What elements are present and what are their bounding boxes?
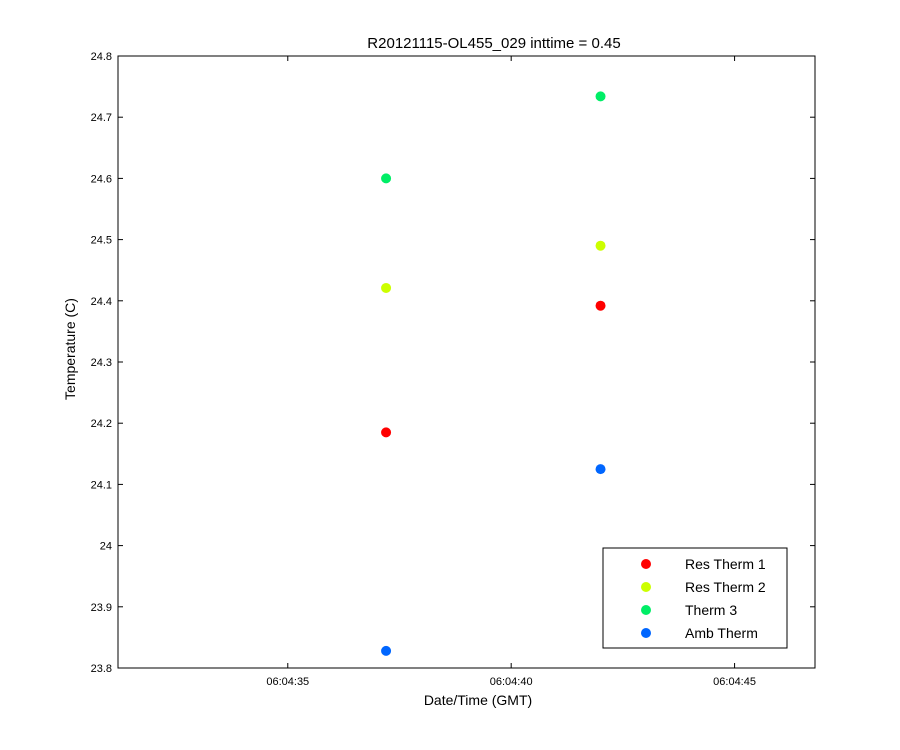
legend-entry-label: Therm 3	[685, 602, 737, 618]
legend-entry-label: Amb Therm	[685, 625, 758, 641]
y-tick-label: 24.4	[91, 296, 112, 308]
y-axis: 23.8 23.9 24 24.1 24.2 24.3 24.4 24.5 24.6 24.7 24…	[91, 51, 815, 675]
data-point	[381, 282, 392, 293]
legend-marker	[641, 605, 651, 615]
x-tick-label: 06:04:35	[266, 676, 309, 688]
legend-entry-label: Res Therm 1	[685, 556, 766, 572]
y-tick-label: 24.8	[91, 51, 112, 63]
x-axis-label: Date/Time (GMT)	[424, 692, 532, 708]
legend-marker	[641, 582, 651, 592]
data-point	[595, 300, 606, 311]
legend-box	[602, 547, 788, 649]
y-tick-label: 24.5	[91, 235, 112, 247]
y-tick-label: 24.7	[91, 112, 112, 124]
data-points	[381, 91, 606, 656]
x-axis: 06:04:35 06:04:40 06:04:45	[266, 56, 756, 688]
legend-marker	[641, 628, 651, 638]
x-tick-label: 06:04:45	[713, 676, 756, 688]
y-tick-label: 24	[100, 541, 112, 553]
y-tick-label: 23.8	[91, 663, 112, 675]
legend-entry-label: Res Therm 2	[685, 579, 766, 595]
data-point	[595, 91, 606, 102]
y-tick-label: 24.6	[91, 173, 112, 185]
y-tick-label: 24.2	[91, 418, 112, 430]
y-axis-label: Temperature (C)	[62, 298, 78, 400]
y-tick-label: 24.1	[91, 479, 112, 491]
data-point	[595, 240, 606, 251]
legend: Res Therm 1 Res Therm 2 Therm 3 Amb Therm	[602, 547, 788, 649]
chart-title: R20121115-OL455_029 inttime = 0.45	[367, 35, 620, 52]
y-tick-label: 23.9	[91, 602, 112, 614]
data-point	[381, 173, 392, 184]
data-point	[381, 427, 392, 438]
data-point	[595, 464, 606, 475]
data-point	[381, 645, 392, 656]
legend-marker	[641, 559, 651, 569]
x-tick-label: 06:04:40	[490, 676, 533, 688]
y-tick-label: 24.3	[91, 357, 112, 369]
